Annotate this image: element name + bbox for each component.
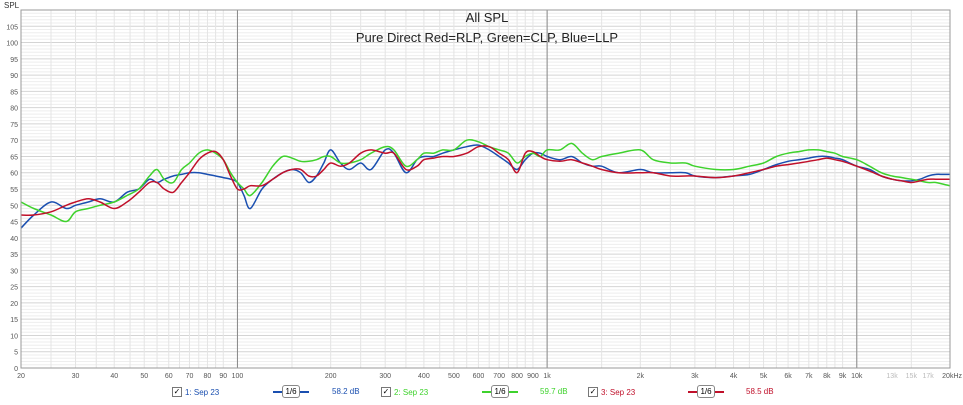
x-tick-label: 40 [110, 373, 118, 380]
smoothing-selector-2[interactable]: 1/6 [482, 385, 518, 398]
x-tick-label: 20kHz [942, 373, 962, 380]
chart-subtitle: Pure Direct Red=RLP, Green=CLP, Blue=LLP [356, 30, 618, 45]
x-tick-label: 80 [204, 373, 212, 380]
smoothing-label-1[interactable]: 1/6 [282, 385, 300, 398]
chart-title: All SPL [466, 10, 509, 25]
x-tick-label: 600 [473, 373, 485, 380]
legend-item-3[interactable]: ✓ 3: Sep 23 [588, 386, 635, 398]
x-tick-label: 5k [760, 373, 768, 380]
y-tick-label: 40 [10, 236, 18, 243]
y-tick-label: 15 [10, 317, 18, 324]
y-tick-label: 45 [10, 220, 18, 227]
x-tick-label: 8k [823, 373, 831, 380]
x-tick-label: 90 [219, 373, 227, 380]
legend-level-3: 58.5 dB [746, 387, 774, 396]
y-tick-label: 35 [10, 252, 18, 259]
y-tick-label: 100 [6, 41, 18, 48]
x-tick-label: 6k [784, 373, 792, 380]
legend-line-3-left [688, 391, 697, 393]
y-axis-label: SPL [4, 1, 20, 10]
x-tick-label: 3k [691, 373, 699, 380]
series-line-2 [20, 138, 951, 223]
plot-frame [20, 9, 951, 369]
legend-level-2: 59.7 dB [540, 387, 568, 396]
y-tick-label: 65 [10, 154, 18, 161]
legend-line-1-right [300, 391, 309, 393]
x-tick-label: 30 [72, 373, 80, 380]
y-tick-label: 70 [10, 138, 18, 145]
smoothing-label-3[interactable]: 1/6 [697, 385, 715, 398]
x-tick-label: 70 [186, 373, 194, 380]
legend-line-1-left [273, 391, 282, 393]
legend-line-3-right [715, 391, 724, 393]
y-tick-label: 60 [10, 171, 18, 178]
x-tick-label: 20 [17, 373, 25, 380]
y-tick-label: 75 [10, 122, 18, 129]
y-tick-label: 105 [6, 24, 18, 31]
y-tick-label: 80 [10, 106, 18, 113]
y-tick-label: 55 [10, 187, 18, 194]
y-tick-label: 30 [10, 268, 18, 275]
legend-level-1: 58.2 dB [332, 387, 360, 396]
x-tick-label: 7k [805, 373, 813, 380]
x-tick-label: 500 [448, 373, 460, 380]
legend-line-2-left [482, 391, 491, 393]
legend-item-2[interactable]: ✓ 2: Sep 23 [381, 386, 428, 398]
x-tick-label: 700 [493, 373, 505, 380]
x-tick-label: 800 [511, 373, 523, 380]
legend-label-1: 1: Sep 23 [185, 387, 220, 397]
y-tick-label: 95 [10, 57, 18, 64]
x-tick-label: 900 [527, 373, 539, 380]
x-tick-label: 60 [165, 373, 173, 380]
y-tick-label: 0 [14, 366, 18, 373]
series-line-3 [20, 145, 950, 217]
x-tick-label: 300 [379, 373, 391, 380]
legend-checkbox-1[interactable]: ✓ [172, 387, 182, 397]
x-tick-label: 50 [140, 373, 148, 380]
legend-line-2-right [509, 391, 518, 393]
smoothing-selector-3[interactable]: 1/6 [688, 385, 724, 398]
legend-label-3: 3: Sep 23 [601, 387, 636, 397]
y-tick-label: 25 [10, 285, 18, 292]
legend-checkbox-3[interactable]: ✓ [588, 387, 598, 397]
x-tick-label: 10k [851, 373, 863, 380]
smoothing-selector-1[interactable]: 1/6 [273, 385, 309, 398]
legend-bar: ✓ 1: Sep 23 1/6 58.2 dB ✓ 2: Sep 23 1/6 … [0, 384, 963, 400]
x-tick-label: 15k [906, 373, 918, 380]
legend-checkbox-2[interactable]: ✓ [381, 387, 391, 397]
x-tick-label: 17k [922, 373, 934, 380]
smoothing-label-2[interactable]: 1/6 [491, 385, 509, 398]
legend-item-1[interactable]: ✓ 1: Sep 23 [172, 386, 219, 398]
x-tick-label: 13k [886, 373, 898, 380]
x-tick-label: 100 [232, 373, 244, 380]
x-tick-label: 1k [543, 373, 551, 380]
series-line-1 [20, 144, 950, 229]
y-tick-label: 85 [10, 89, 18, 96]
y-tick-label: 50 [10, 203, 18, 210]
x-tick-label: 2k [637, 373, 645, 380]
y-tick-label: 10 [10, 333, 18, 340]
x-tick-label: 400 [418, 373, 430, 380]
y-tick-label: 5 [14, 350, 18, 357]
x-tick-label: 4k [730, 373, 738, 380]
y-tick-label: 20 [10, 301, 18, 308]
y-tick-label: 90 [10, 73, 18, 80]
x-tick-label: 9k [839, 373, 847, 380]
x-tick-label: 200 [325, 373, 337, 380]
legend-label-2: 2: Sep 23 [394, 387, 429, 397]
